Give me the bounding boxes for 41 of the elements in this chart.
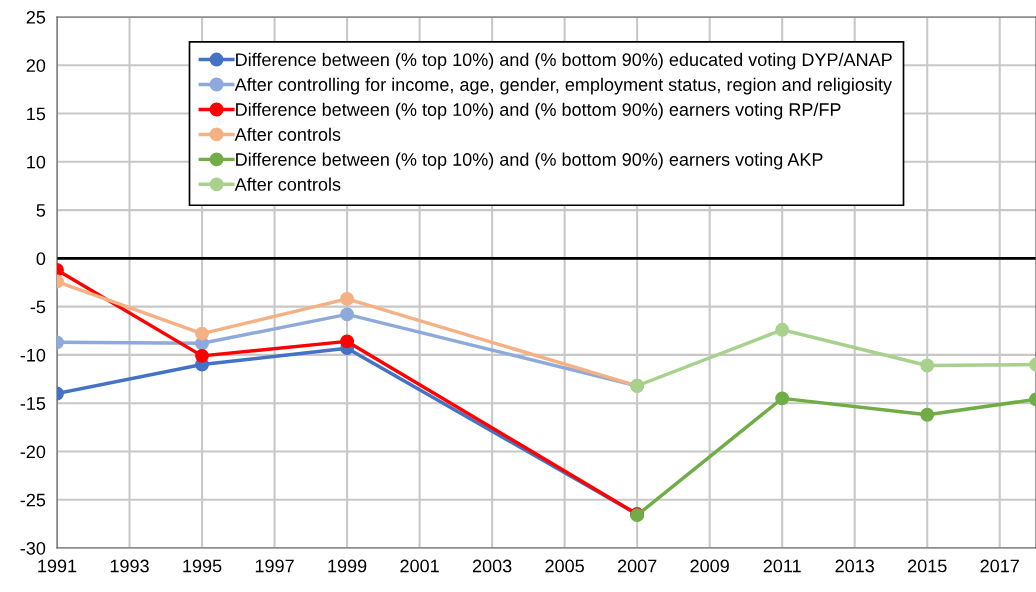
y-tick-label: 0 xyxy=(36,252,46,266)
x-tick-label: 1997 xyxy=(255,559,294,573)
x-tick-label: 2001 xyxy=(400,559,439,573)
point xyxy=(195,348,209,363)
y-tick-label: 10 xyxy=(27,155,46,169)
x-tick-label: 2003 xyxy=(472,559,512,573)
y-tick-label: -10 xyxy=(20,348,46,362)
point xyxy=(340,291,355,306)
legend-label: Difference between (% top 10%) and (% bottom 90%) earners voting AKP xyxy=(236,152,823,170)
legend-label: Difference between (% top 10%) and (% bottom 90%) earners voting RP/FP xyxy=(236,102,841,120)
point xyxy=(340,307,355,322)
y-tick-label: -5 xyxy=(30,300,46,314)
y-tick-label: 20 xyxy=(26,59,46,72)
y-tick-label: -20 xyxy=(20,445,46,459)
x-tick-label: 2013 xyxy=(835,559,874,573)
legend-label: After controls xyxy=(234,127,341,141)
y-tick-label: -30 xyxy=(20,541,46,555)
x-tick-label: 2015 xyxy=(908,559,947,573)
point xyxy=(920,358,935,373)
x-tick-label: 2011 xyxy=(763,559,801,573)
point xyxy=(920,407,935,422)
x-tick-label: 1993 xyxy=(110,559,149,573)
x-tick-label: 1991 xyxy=(38,559,77,573)
x-tick-label: 2005 xyxy=(545,559,584,573)
legend-label: After controls xyxy=(234,177,341,191)
x-tick-label: 2017 xyxy=(980,559,1019,573)
y-tick-label: 15 xyxy=(27,107,46,121)
y-tick-label: 5 xyxy=(36,204,46,217)
y-tick-label: 25 xyxy=(26,10,46,24)
x-tick-label: 2007 xyxy=(617,559,657,573)
point xyxy=(775,322,790,337)
point xyxy=(340,334,355,349)
x-tick-label: 1995 xyxy=(183,559,222,573)
x-tick-label: 1999 xyxy=(328,559,367,573)
y-tick-label: -15 xyxy=(20,397,46,410)
x-tick-label: 2009 xyxy=(690,559,729,573)
point xyxy=(195,326,209,341)
point xyxy=(775,391,790,406)
legend-label: Difference between (% top 10%) and (% bottom 90%) educated voting DYP/ANAP xyxy=(236,52,892,70)
y-tick-label: -25 xyxy=(20,493,46,507)
legend-label: After controlling for income, age, gender, employment status, region and religiosity xyxy=(234,77,892,95)
